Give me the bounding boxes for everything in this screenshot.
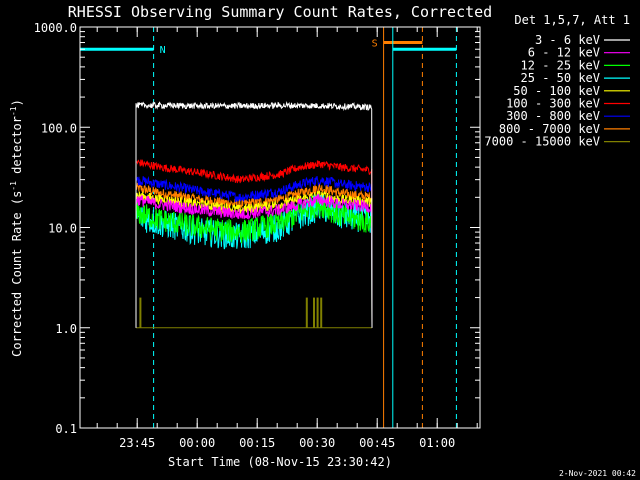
y-axis-label-group: Corrected Count Rate (s-1 detector-1) <box>9 99 24 357</box>
legend-label: 25 - 50 keV <box>521 71 600 85</box>
y-tick-label: 10.0 <box>48 222 77 236</box>
legend-label: 12 - 25 keV <box>521 58 600 72</box>
legend-label: 3 - 6 keV <box>535 33 600 47</box>
y-axis-label: Corrected Count Rate (s-1 detector-1) <box>9 99 24 357</box>
series-line-300-800kev <box>135 175 373 328</box>
footer-date: 2-Nov-2021 00:42 <box>559 469 636 478</box>
x-tick-label: 00:15 <box>239 436 275 450</box>
x-tick-label: 00:00 <box>179 436 215 450</box>
x-tick-label: 00:45 <box>359 436 395 450</box>
legend-label: 7000 - 15000 keV <box>484 135 600 149</box>
y-axis-label-mid: detector <box>10 116 24 181</box>
y-tick-label: 0.1 <box>55 422 77 436</box>
y-axis-label-end: ) <box>10 99 24 106</box>
legend-label: 300 - 800 keV <box>506 109 600 123</box>
legend-label: 50 - 100 keV <box>513 84 600 98</box>
legend-label: 100 - 300 keV <box>506 97 600 111</box>
series-line-6-12kev <box>135 193 373 328</box>
y-axis-label-sup2: -1 <box>9 106 18 116</box>
series-line-12-25kev <box>135 194 373 328</box>
x-tick-label: 01:00 <box>419 436 455 450</box>
axes: 0.1 1.0 10.0 100.0 1000.0 23:45 00:00 00:15 00:3… <box>34 21 481 450</box>
legend-label: 800 - 7000 keV <box>499 122 600 136</box>
annotation-label: S <box>372 39 378 50</box>
chart-title: RHESSI Observing Summary Count Rates, Co… <box>68 3 492 21</box>
legend-title: Det 1,5,7, Att 1 <box>514 13 630 27</box>
series-line-100-300kev <box>135 159 373 328</box>
y-tick-label: 1.0 <box>55 322 77 336</box>
legend-label: 6 - 12 keV <box>528 46 600 60</box>
y-tick-label: 100.0 <box>41 121 77 135</box>
x-tick-label: 23:45 <box>119 436 155 450</box>
x-axis-label: Start Time (08-Nov-15 23:30:42) <box>168 455 392 469</box>
y-axis-label-sup1: -1 <box>9 181 18 191</box>
series-line-3-6kev <box>135 101 373 328</box>
y-axis-label-main: Corrected Count Rate (s <box>10 191 24 357</box>
series-line-25-50kev <box>135 194 373 328</box>
series-line-800-7000kev <box>135 182 373 328</box>
x-tick-label: 00:30 <box>299 436 335 450</box>
annotation-label: N <box>160 45 166 56</box>
y-tick-label: 1000.0 <box>34 21 77 35</box>
series-lines <box>135 101 373 329</box>
